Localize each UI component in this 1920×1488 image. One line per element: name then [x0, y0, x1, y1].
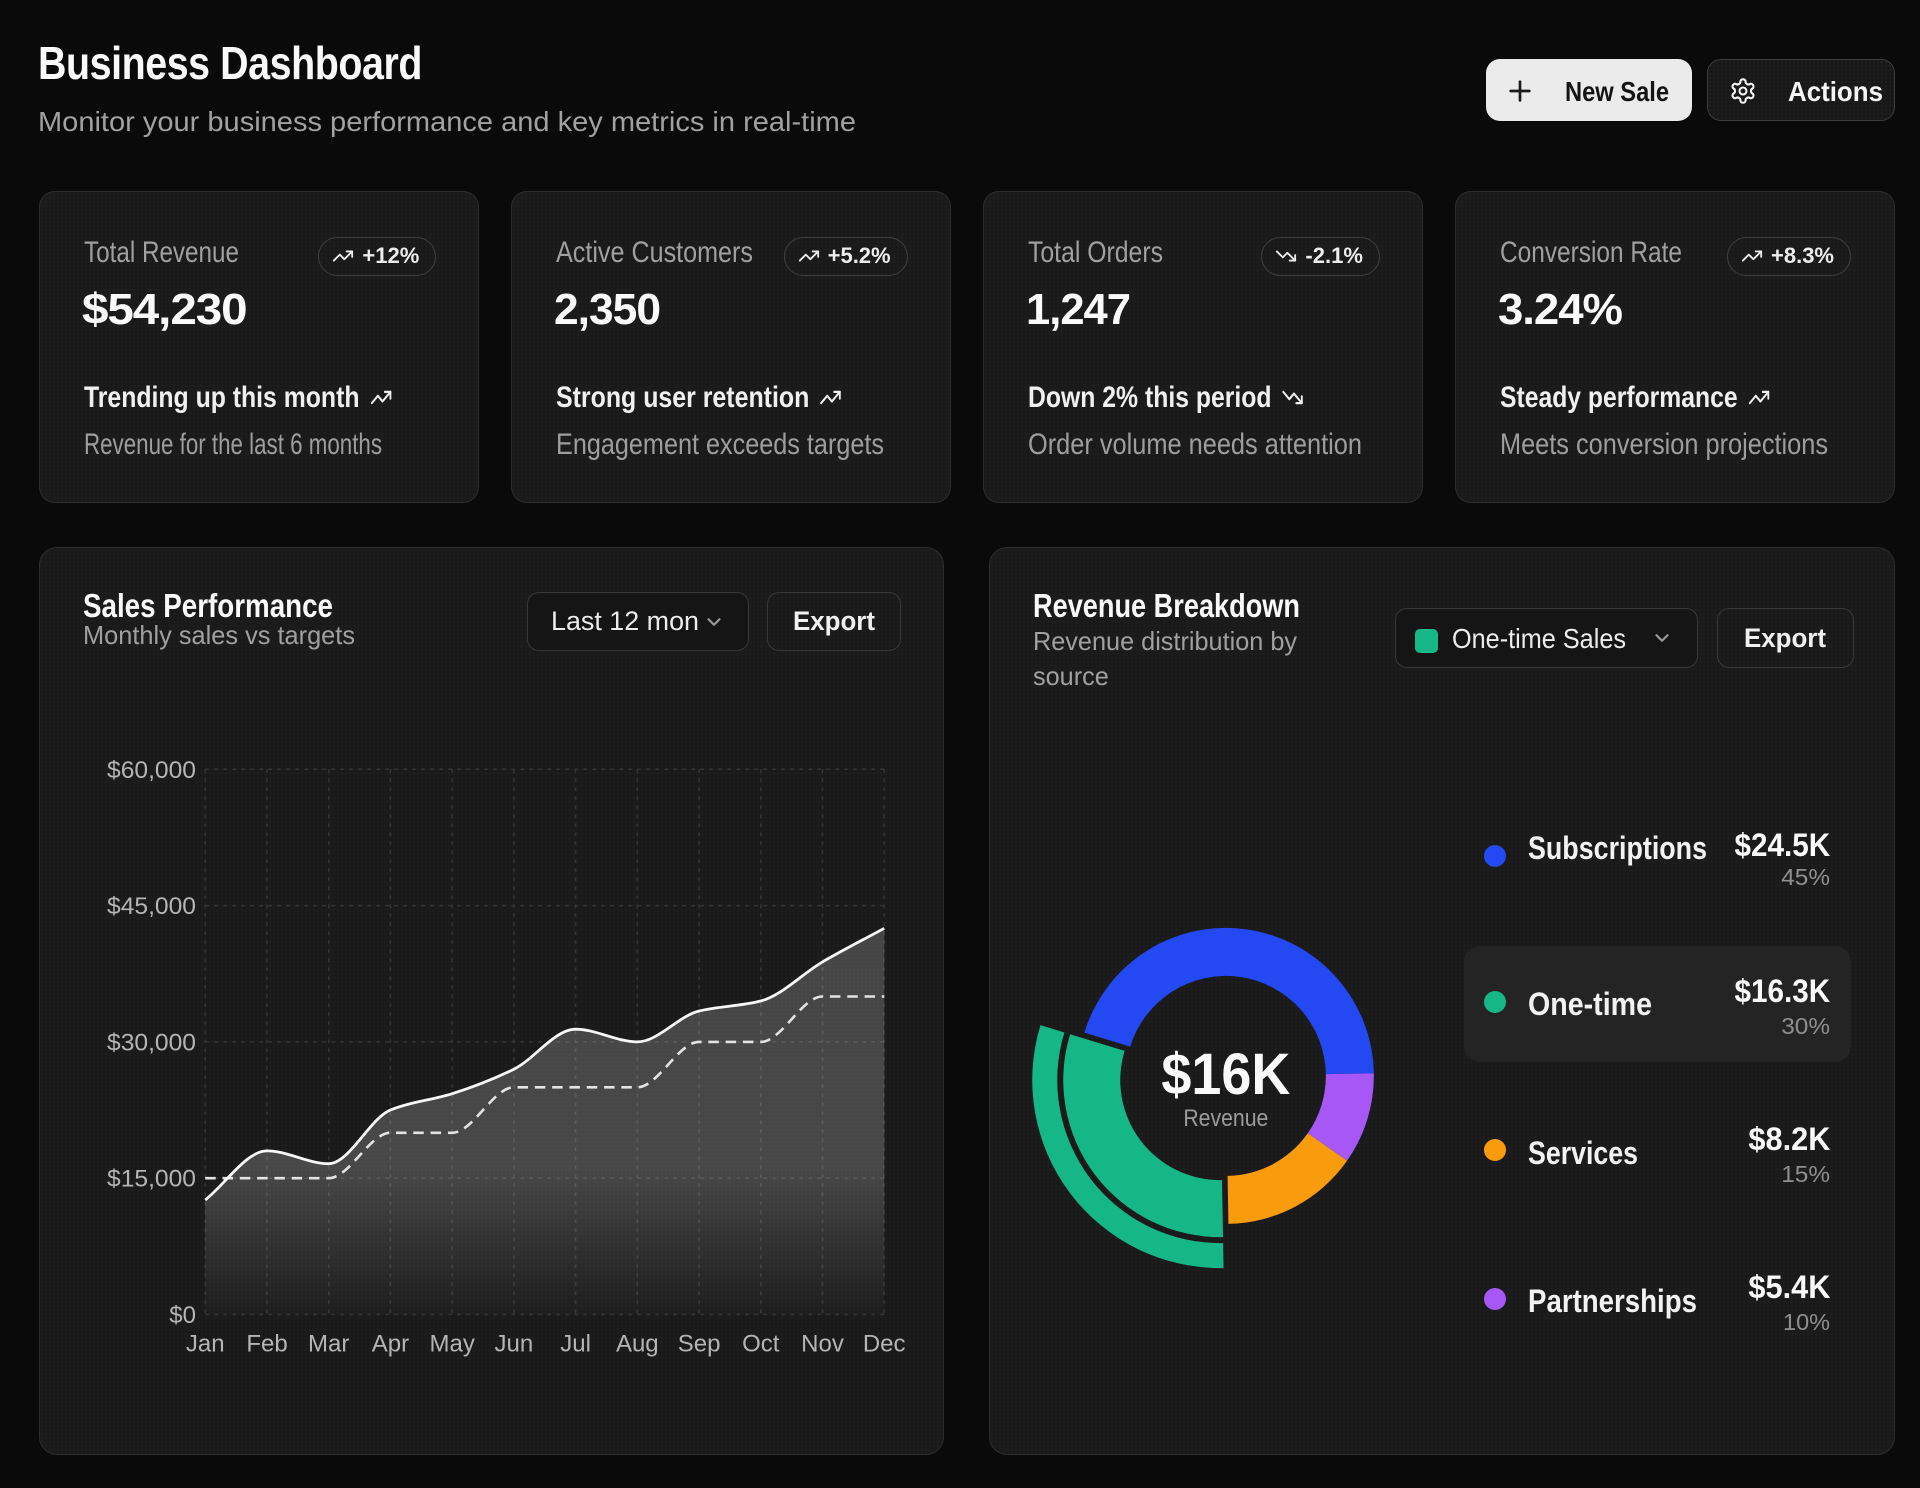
svg-text:Mar: Mar [308, 1330, 349, 1357]
svg-text:$30,000: $30,000 [107, 1029, 196, 1056]
svg-text:Feb: Feb [246, 1330, 287, 1357]
svg-text:May: May [429, 1330, 474, 1357]
svg-text:Dec: Dec [863, 1330, 906, 1357]
svg-text:Nov: Nov [801, 1330, 844, 1357]
svg-text:$0: $0 [169, 1302, 196, 1329]
svg-text:$45,000: $45,000 [107, 893, 196, 920]
svg-text:$60,000: $60,000 [107, 756, 196, 783]
svg-text:$15,000: $15,000 [107, 1165, 196, 1192]
svg-text:Aug: Aug [616, 1330, 659, 1357]
svg-text:Sep: Sep [677, 1330, 720, 1357]
svg-text:$16K: $16K [1161, 1041, 1290, 1106]
svg-text:Jul: Jul [560, 1330, 591, 1357]
svg-text:Apr: Apr [371, 1330, 408, 1357]
svg-text:Oct: Oct [742, 1330, 780, 1357]
svg-text:Jan: Jan [186, 1330, 225, 1357]
svg-text:Jun: Jun [494, 1330, 533, 1357]
svg-text:Revenue: Revenue [1183, 1105, 1268, 1132]
